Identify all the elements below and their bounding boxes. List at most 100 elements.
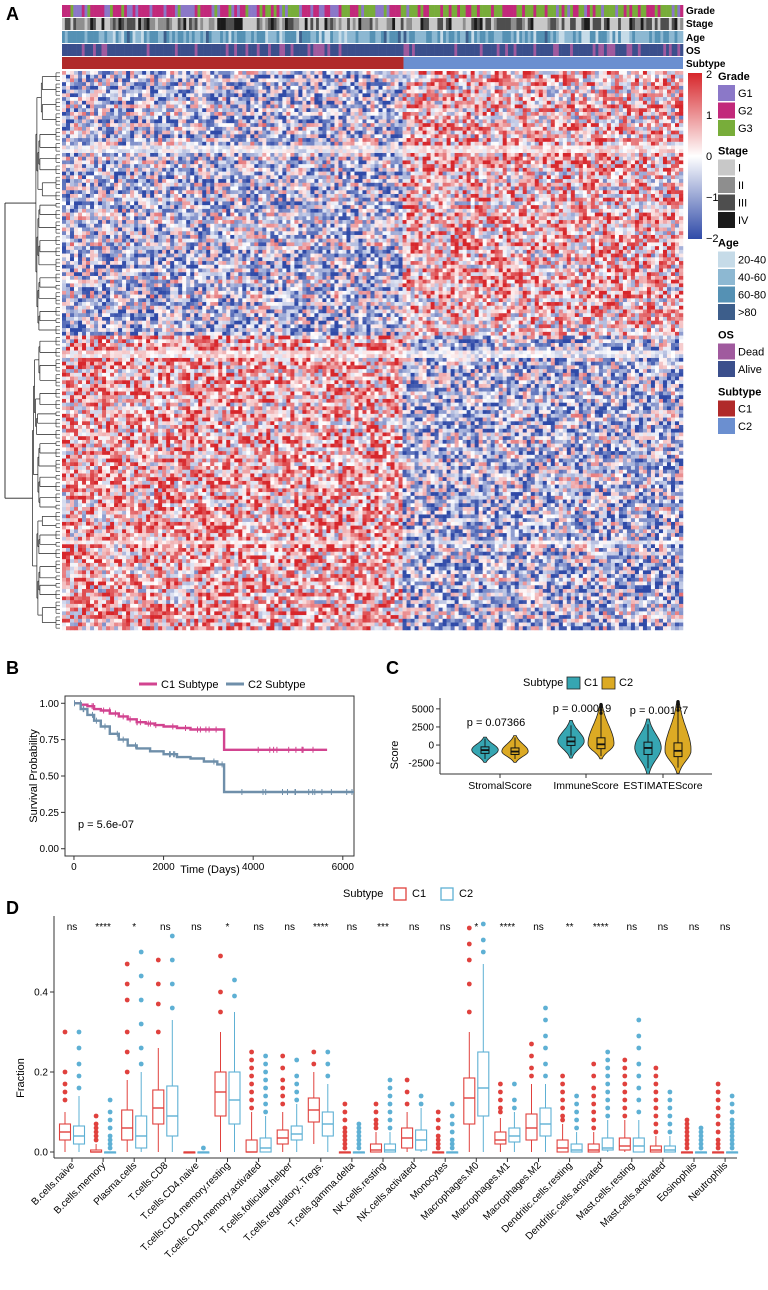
heat-cell bbox=[471, 90, 475, 94]
age-cell bbox=[62, 31, 65, 43]
stage-cell bbox=[429, 18, 432, 30]
stage-cell bbox=[553, 18, 556, 30]
heat-cell bbox=[110, 78, 114, 82]
grade-cell bbox=[308, 5, 311, 17]
os-cell bbox=[245, 44, 248, 56]
grade-cell bbox=[124, 5, 127, 17]
heat-cell bbox=[459, 82, 463, 86]
heat-cell bbox=[387, 82, 391, 86]
age-cell bbox=[293, 31, 296, 43]
age-cell bbox=[339, 31, 342, 43]
heat-cell bbox=[102, 90, 106, 94]
stage-cell bbox=[274, 18, 277, 30]
heat-cell bbox=[246, 78, 250, 82]
heat-cell bbox=[254, 90, 258, 94]
heat-cell bbox=[383, 82, 387, 86]
grade-cell bbox=[155, 5, 158, 17]
heat-cell bbox=[663, 71, 667, 75]
heat-cell bbox=[138, 71, 142, 75]
stage-cell bbox=[404, 18, 407, 30]
heat-cell bbox=[655, 71, 659, 75]
heat-cell bbox=[671, 71, 675, 75]
heat-cell bbox=[90, 93, 94, 97]
age-cell bbox=[370, 31, 373, 43]
heat-cell bbox=[379, 86, 383, 90]
stage-cell bbox=[172, 18, 175, 30]
grade-cell bbox=[522, 5, 525, 17]
heat-cell bbox=[322, 75, 326, 79]
heat-cell bbox=[326, 82, 330, 86]
heat-cell bbox=[587, 90, 591, 94]
stage-cell bbox=[627, 18, 630, 30]
heat-cell bbox=[371, 71, 375, 75]
heat-cell bbox=[583, 90, 587, 94]
heat-cell bbox=[587, 82, 591, 86]
grade-cell bbox=[632, 5, 635, 17]
heat-cell bbox=[194, 86, 198, 90]
os-cell bbox=[677, 44, 680, 56]
heat-cell bbox=[294, 71, 298, 75]
stage-cell bbox=[556, 18, 559, 30]
age-cell bbox=[296, 31, 299, 43]
heat-cell bbox=[190, 75, 194, 79]
heat-cell bbox=[603, 75, 607, 79]
os-cell bbox=[254, 44, 257, 56]
heat-cell bbox=[495, 86, 499, 90]
heat-cell bbox=[82, 90, 86, 94]
heat-cell bbox=[459, 86, 463, 90]
subtype-c2-bar bbox=[404, 57, 683, 69]
heat-cell bbox=[667, 75, 671, 79]
heat-cell bbox=[210, 86, 214, 90]
heat-cell bbox=[134, 71, 138, 75]
os-cell bbox=[200, 44, 203, 56]
heat-cell bbox=[399, 71, 403, 75]
age-cell bbox=[680, 31, 683, 43]
heat-cell bbox=[274, 75, 278, 79]
os-cell bbox=[85, 44, 88, 56]
os-cell bbox=[166, 44, 169, 56]
heat-cell bbox=[102, 86, 106, 90]
heat-cell bbox=[226, 82, 230, 86]
grade-cell bbox=[423, 5, 426, 17]
heat-cell bbox=[411, 82, 415, 86]
heat-cell bbox=[126, 86, 130, 90]
grade-cell bbox=[491, 5, 494, 17]
heat-cell bbox=[162, 75, 166, 79]
age-cell bbox=[672, 31, 675, 43]
age-cell bbox=[189, 31, 192, 43]
os-cell bbox=[87, 44, 90, 56]
os-cell bbox=[127, 44, 130, 56]
age-cell bbox=[282, 31, 285, 43]
heat-cell bbox=[443, 82, 447, 86]
os-cell bbox=[110, 44, 113, 56]
heat-cell bbox=[274, 86, 278, 90]
heat-cell bbox=[527, 82, 531, 86]
os-cell bbox=[183, 44, 186, 56]
age-cell bbox=[612, 31, 615, 43]
age-cell bbox=[223, 31, 226, 43]
heat-cell bbox=[82, 75, 86, 79]
age-cell bbox=[423, 31, 426, 43]
heat-cell bbox=[623, 75, 627, 79]
heat-cell bbox=[411, 86, 415, 90]
heat-cell bbox=[515, 82, 519, 86]
heat-cell bbox=[178, 75, 182, 79]
os-cell bbox=[375, 44, 378, 56]
os-cell bbox=[415, 44, 418, 56]
heat-cell bbox=[659, 82, 663, 86]
grade-cell bbox=[454, 5, 457, 17]
stage-cell bbox=[358, 18, 361, 30]
heat-cell bbox=[234, 86, 238, 90]
heat-cell bbox=[182, 93, 186, 97]
os-cell bbox=[463, 44, 466, 56]
age-cell bbox=[347, 31, 350, 43]
grade-cell bbox=[341, 5, 344, 17]
stage-cell bbox=[262, 18, 265, 30]
heat-cell bbox=[290, 78, 294, 82]
heat-cell bbox=[651, 86, 655, 90]
heat-cell bbox=[158, 82, 162, 86]
heat-cell bbox=[166, 78, 170, 82]
grade-cell bbox=[245, 5, 248, 17]
heat-cell bbox=[655, 75, 659, 79]
stage-cell bbox=[497, 18, 500, 30]
